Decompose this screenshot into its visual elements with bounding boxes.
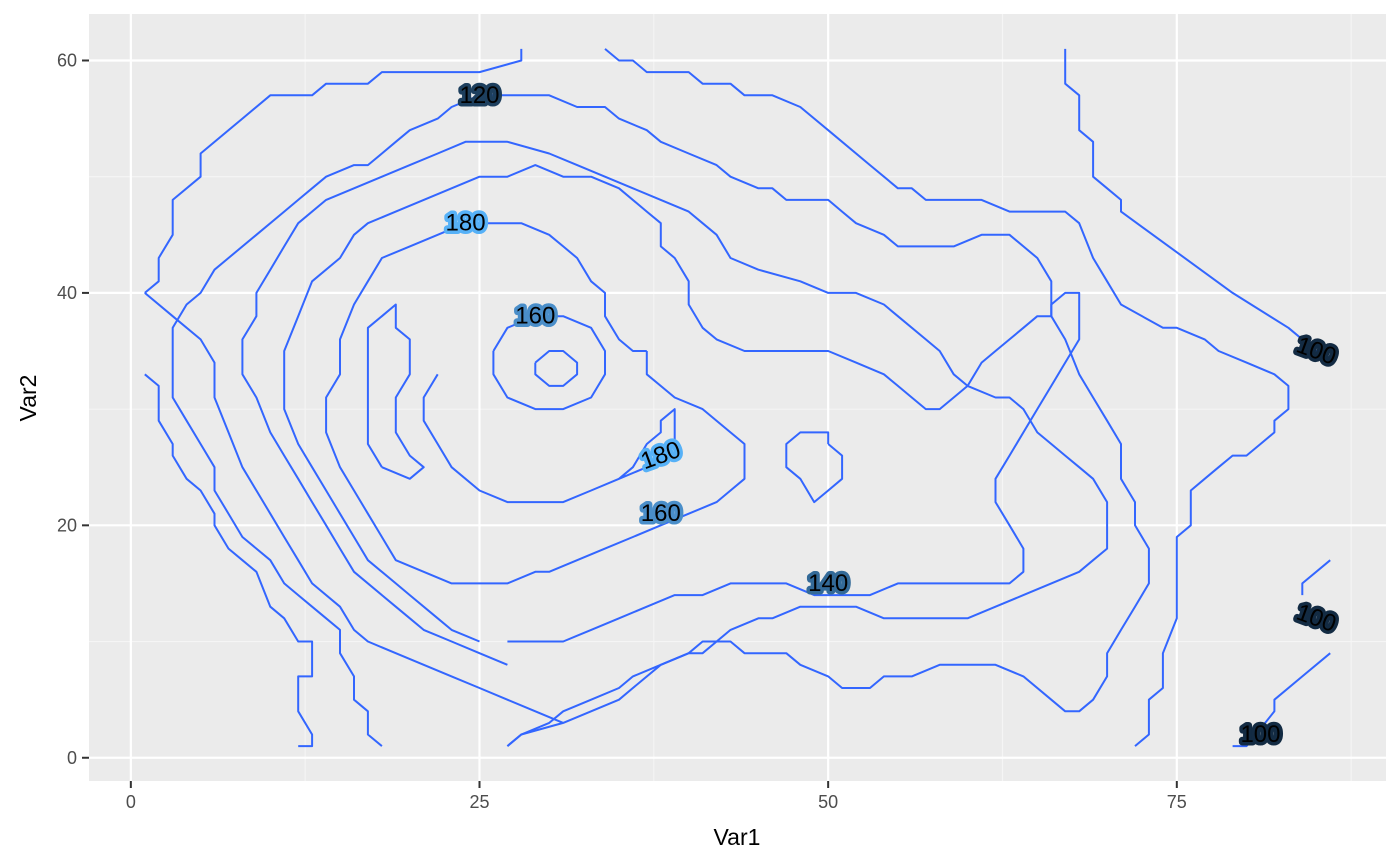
y-tick-label: 20 (57, 515, 77, 535)
contour-line-100 (1064, 48, 1331, 364)
x-tick-label: 25 (469, 792, 489, 812)
contour-line-100 (1232, 652, 1331, 748)
contour-label-160: 160 (515, 303, 555, 330)
contour-label-140: 140 (808, 570, 848, 597)
contour-line-160 (283, 164, 1081, 643)
contour-label-100: 100 (1240, 721, 1280, 748)
y-tick-label: 40 (57, 283, 77, 303)
contour-line-180 (492, 315, 606, 411)
contour-line-140 (241, 140, 1109, 747)
contour-line-100 (144, 373, 314, 748)
x-axis-title: Var1 (714, 824, 761, 850)
contour-line-180 (422, 373, 676, 504)
contour-label-180: 180 (446, 210, 486, 237)
x-tick-label: 50 (818, 792, 838, 812)
contour-line-100 (144, 48, 523, 294)
contour-line-100 (1301, 559, 1331, 596)
contour-line-180 (366, 303, 425, 480)
contour-lines (144, 48, 1331, 748)
contour-line-160 (325, 222, 746, 585)
contour-line-120 (171, 94, 1150, 747)
contour-line-100 (604, 48, 1290, 747)
x-tick-label: 0 (126, 792, 136, 812)
contour-line-180 (785, 431, 844, 504)
contour-label-120: 120 (459, 82, 499, 109)
x-axis: 0 25 50 75 (126, 781, 1187, 812)
contour-label-160: 160 (641, 500, 681, 527)
y-tick-label: 60 (57, 50, 77, 70)
contour-line-190 (534, 350, 579, 387)
y-axis-title: Var2 (15, 375, 41, 422)
contour-line-120 (144, 292, 564, 724)
x-tick-label: 75 (1167, 792, 1187, 812)
y-tick-label: 0 (67, 748, 77, 768)
y-axis: 0 20 40 60 (57, 50, 89, 768)
